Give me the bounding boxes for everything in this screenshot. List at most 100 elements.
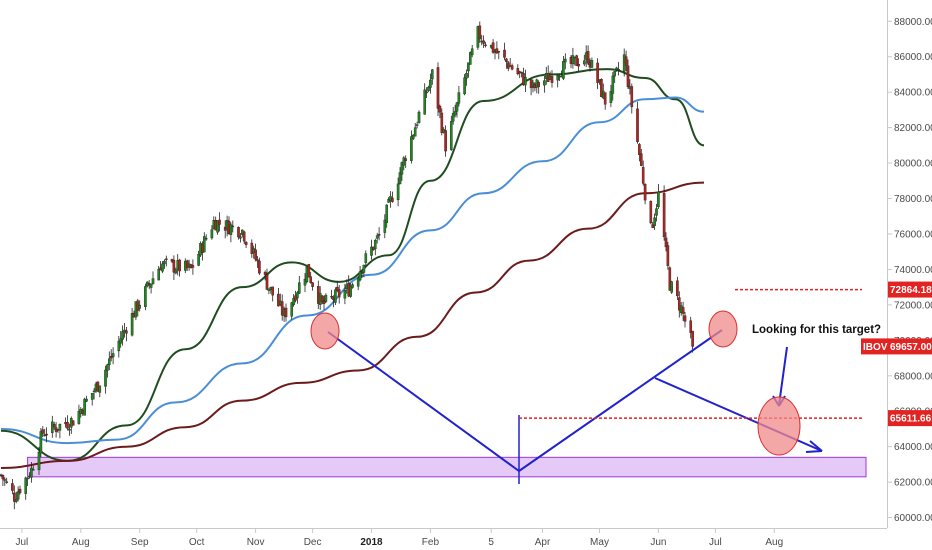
- price-tick-label: 74000.00: [894, 265, 932, 276]
- candle-223: [590, 57, 594, 69]
- candle-79: [210, 225, 214, 240]
- candle-233: [617, 62, 620, 76]
- candle-164: [436, 62, 440, 117]
- candle-54: [144, 283, 147, 311]
- candle-129: [343, 283, 347, 305]
- support-zone[interactable]: [27, 456, 867, 478]
- candle-135: [358, 266, 362, 282]
- candle-153: [404, 155, 408, 168]
- candle-236: [626, 59, 630, 90]
- candle-143: [377, 227, 381, 241]
- candle-66: [174, 267, 178, 275]
- price-tick-label: 78000.00: [894, 194, 932, 205]
- price-tick-label: 60000.00: [894, 513, 932, 524]
- candle-34: [90, 392, 94, 406]
- candle-126: [334, 287, 337, 305]
- candle-48: [125, 326, 128, 342]
- candle-13: [32, 465, 35, 471]
- candle-217: [575, 54, 578, 66]
- candle-18: [45, 427, 48, 443]
- time-tick-label: Nov: [247, 537, 265, 548]
- candle-196: [520, 71, 523, 78]
- candle-190: [505, 58, 508, 69]
- candle-221: [586, 45, 590, 65]
- candle-148: [391, 191, 394, 203]
- svg-text:72864.18: 72864.18: [890, 285, 932, 296]
- candle-149: [396, 177, 400, 207]
- price-tick-label: 72000.00: [894, 300, 932, 311]
- candle-41: [107, 351, 111, 371]
- candle-173: [457, 86, 461, 107]
- trend-drawings[interactable]: [310, 288, 862, 484]
- candle-166: [440, 108, 444, 136]
- price-axis: 60000.0062000.0064000.0066000.0068000.00…: [887, 17, 932, 524]
- candle-92: [242, 230, 246, 244]
- candle-159: [423, 83, 427, 115]
- candle-124: [330, 289, 333, 300]
- candle-142: [375, 232, 379, 244]
- candle-252: [668, 266, 672, 291]
- candle-39: [104, 365, 107, 394]
- highlight-circle-jun[interactable]: [708, 310, 738, 348]
- candle-40: [106, 363, 109, 378]
- candle-89: [237, 226, 240, 240]
- candle-248: [657, 183, 660, 209]
- candle-100: [265, 268, 269, 290]
- candle-204: [543, 76, 546, 93]
- candle-65: [172, 255, 176, 280]
- candle-57: [149, 283, 153, 294]
- candle-110: [292, 294, 295, 307]
- candle-1: [1, 474, 5, 487]
- svg-text:65611.66: 65611.66: [890, 414, 932, 425]
- trendline-left[interactable]: [327, 331, 520, 472]
- candle-215: [571, 47, 575, 69]
- candle-168: [444, 125, 447, 157]
- support-zone-rect[interactable]: [27, 456, 867, 478]
- target-pointer[interactable]: [778, 346, 788, 406]
- candle-154: [410, 130, 413, 164]
- candle-106: [280, 294, 284, 321]
- candle-17: [43, 428, 46, 437]
- candle-231: [613, 71, 616, 83]
- candle-193: [510, 63, 514, 71]
- time-tick-label: Oct: [189, 537, 205, 548]
- candle-155: [412, 134, 415, 141]
- candle-98: [258, 257, 261, 275]
- candle-8: [18, 485, 22, 495]
- candle-219: [583, 54, 586, 67]
- moving-average-3: [0, 181, 705, 469]
- candle-113: [298, 275, 301, 295]
- candle-243: [643, 183, 647, 205]
- candle-238: [630, 83, 634, 114]
- candle-198: [524, 69, 527, 93]
- candle-162: [429, 73, 432, 94]
- candle-241: [640, 148, 643, 167]
- candle-203: [537, 80, 540, 94]
- candle-117: [309, 271, 313, 284]
- candle-87: [229, 222, 233, 243]
- candle-43: [111, 347, 115, 365]
- candle-183: [484, 41, 487, 48]
- candle-12: [30, 462, 33, 483]
- trendline-right[interactable]: [518, 329, 723, 472]
- candle-46: [121, 325, 124, 346]
- candle-2: [3, 477, 7, 486]
- candle-112: [296, 290, 299, 304]
- target-circle[interactable]: [757, 396, 801, 456]
- candle-144: [383, 214, 387, 239]
- candle-32: [83, 397, 86, 416]
- price-tick-label: 80000.00: [894, 159, 932, 170]
- candle-239: [636, 101, 639, 144]
- candle-180: [478, 21, 482, 43]
- highlight-circle-nov[interactable]: [310, 312, 340, 350]
- candle-109: [290, 301, 294, 320]
- time-tick-label: Aug: [72, 537, 90, 548]
- candle-3: [5, 477, 8, 484]
- candle-7: [16, 486, 20, 502]
- candle-182: [482, 35, 485, 48]
- candle-151: [400, 161, 404, 181]
- candle-35: [92, 388, 96, 400]
- candle-63: [164, 255, 168, 267]
- candle-224: [596, 58, 599, 90]
